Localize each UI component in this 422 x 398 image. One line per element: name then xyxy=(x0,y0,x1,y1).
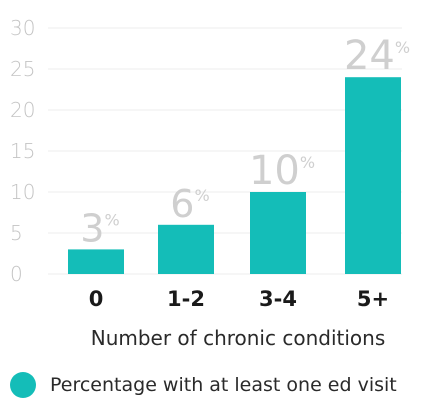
data-labels: 3% 6% 10% 24% xyxy=(80,33,410,250)
y-axis-tick-labels: 0 5 10 15 20 25 30 xyxy=(10,16,35,286)
data-label-1-2: 6% xyxy=(170,182,209,226)
bar-1-2 xyxy=(158,224,214,274)
y-tick-label-25: 25 xyxy=(10,57,35,81)
legend-label-series-1: Percentage with at least one ed visit xyxy=(50,374,397,396)
y-tick-label-15: 15 xyxy=(10,139,35,163)
bar-0 xyxy=(68,249,124,274)
x-category-label-3-4: 3-4 xyxy=(259,287,297,311)
y-tick-label-10: 10 xyxy=(10,180,35,204)
gridlines xyxy=(48,27,402,275)
y-tick-label-5: 5 xyxy=(10,221,23,245)
bar-chart: 0 5 10 15 20 25 30 3% 6% 10% 24% 0 1-2 3-4 5+ Number… xyxy=(10,16,410,350)
data-label-3-4: 10% xyxy=(249,148,315,194)
bar-3-4 xyxy=(250,192,306,274)
y-tick-label-0: 0 xyxy=(10,262,23,286)
y-tick-label-20: 20 xyxy=(10,98,35,122)
x-category-label-0: 0 xyxy=(89,287,104,311)
bar-5+ xyxy=(345,77,401,274)
data-label-5+: 24% xyxy=(344,33,410,79)
legend: Percentage with at least one ed visit xyxy=(10,372,397,398)
data-label-0: 3% xyxy=(80,206,119,250)
y-tick-label-30: 30 xyxy=(10,16,35,40)
bars xyxy=(68,77,401,274)
x-axis-category-labels: 0 1-2 3-4 5+ xyxy=(89,287,389,311)
x-category-label-5+: 5+ xyxy=(357,287,389,311)
x-axis-title: Number of chronic conditions xyxy=(91,326,386,350)
x-category-label-1-2: 1-2 xyxy=(167,287,205,311)
legend-swatch xyxy=(10,372,36,398)
